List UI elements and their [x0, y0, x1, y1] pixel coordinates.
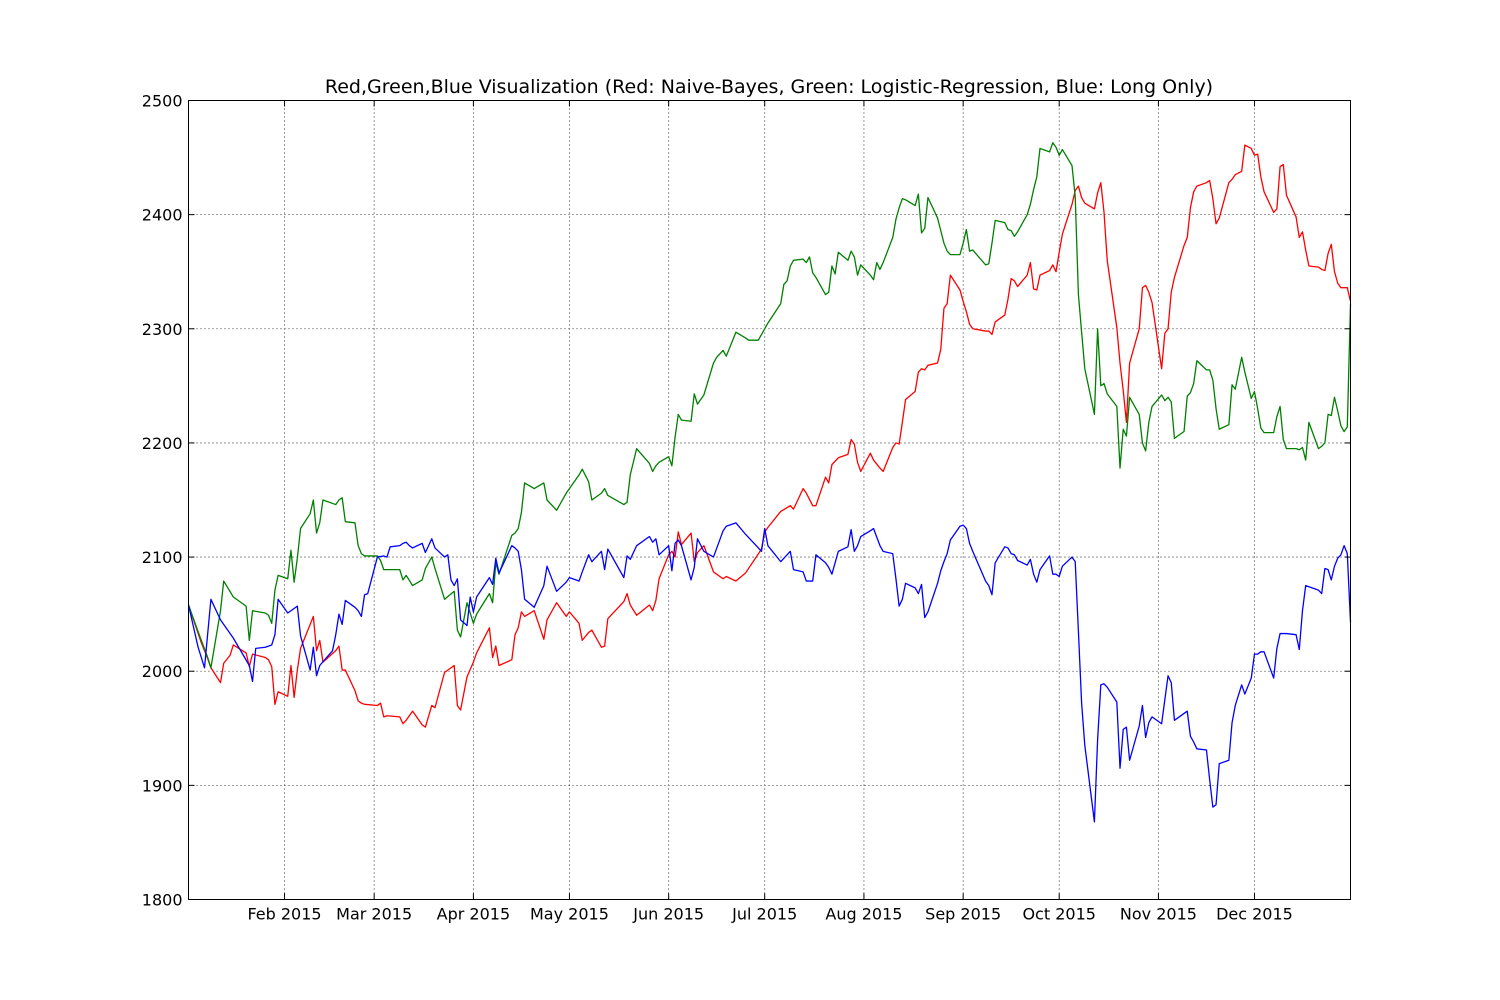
- series-line-2: [187, 522, 1352, 823]
- y-tick-label: 2200: [142, 434, 183, 453]
- x-tick-label: May 2015: [530, 905, 609, 924]
- y-tick-label: 1800: [142, 891, 183, 910]
- x-tick-label: Mar 2015: [336, 905, 412, 924]
- x-tick-label: Aug 2015: [825, 905, 902, 924]
- x-tick-label: Oct 2015: [1022, 905, 1095, 924]
- y-tick-label: 2300: [142, 320, 183, 339]
- grid: [188, 100, 1351, 900]
- y-tick-label: 2000: [142, 662, 183, 681]
- x-tick-label: Nov 2015: [1120, 905, 1197, 924]
- x-tick-label: Sep 2015: [925, 905, 1001, 924]
- x-tick-label: Jun 2015: [632, 905, 704, 924]
- series-line-0: [187, 144, 1352, 728]
- ticks: 1800 1900 2000 2100 2200 2300 2400 2500 Feb 2015…: [142, 92, 1351, 924]
- x-tick-label: Feb 2015: [247, 905, 321, 924]
- x-tick-label: Dec 2015: [1216, 905, 1293, 924]
- y-tick-label: 2400: [142, 206, 183, 225]
- y-tick-label: 1900: [142, 776, 183, 795]
- y-tick-label: 2500: [142, 92, 183, 111]
- plot-frame: [188, 100, 1351, 900]
- y-tick-label: 2100: [142, 548, 183, 567]
- x-tick-label: Apr 2015: [437, 905, 510, 924]
- series-layer: [187, 142, 1352, 823]
- chart-title: Red,Green,Blue Visualization (Red: Naive…: [325, 76, 1213, 98]
- x-tick-label: Jul 2015: [731, 905, 797, 924]
- series-line-1: [187, 142, 1352, 669]
